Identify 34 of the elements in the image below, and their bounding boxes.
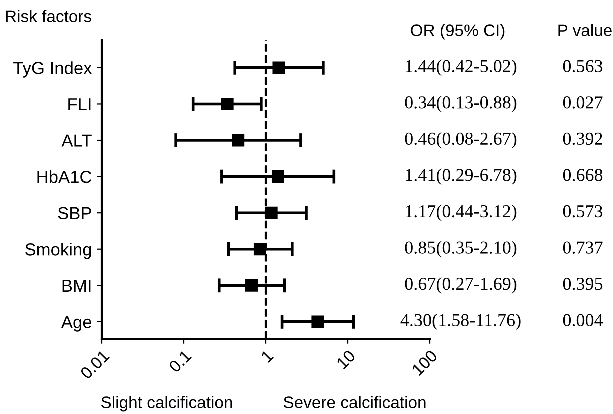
text: Severe calcification [284,396,426,408]
y-tick-label: BMI [62,280,91,292]
text: P value [558,24,612,36]
text: OR (95% CI) [411,24,505,40]
text: 0.563 [563,60,603,73]
text: 0.392 [563,132,602,146]
x-tick-label: 10 [336,349,356,370]
y-axis-title: Risk factors [6,10,92,22]
text: 0.004 [563,314,604,327]
data-label: 1.17(0.44-3.12) [406,204,517,222]
text: 0.668 [563,169,603,182]
y-tick-label: Age [61,316,92,332]
y-tick-label: FLI [68,98,91,111]
data-label: 4.30(1.58-11.76) [400,314,521,330]
text: 0.573 [563,205,603,218]
data-label: 1.41(0.29-6.78) [406,168,517,185]
y-tick-label: TyG Index [14,62,92,78]
text: 0.395 [563,278,603,290]
y-tick-label: ALT [62,134,92,147]
y-tick-label: SBP [58,207,92,220]
text: Slight calcification [102,396,232,412]
x-tick-label: 1 [260,350,274,363]
data-label: 0.67(0.27-1.69) [405,277,517,294]
text: 0.027 [563,96,603,109]
y-tick-label: HbA1C [38,170,92,184]
data-label: 1.44(0.42-5.02) [406,60,517,76]
data-label: 0.85(0.35-2.10) [405,241,517,258]
text: 0.737 [563,242,603,254]
x-tick-label: 100 [412,349,438,376]
x-tick-label: 0.1 [168,350,192,374]
y-tick-label: Smoking [26,243,92,260]
x-tick-label: 0.01 [80,350,110,380]
data-label: 0.46(0.08-2.67) [405,132,517,149]
data-label: 0.34(0.13-0.88) [405,96,517,112]
